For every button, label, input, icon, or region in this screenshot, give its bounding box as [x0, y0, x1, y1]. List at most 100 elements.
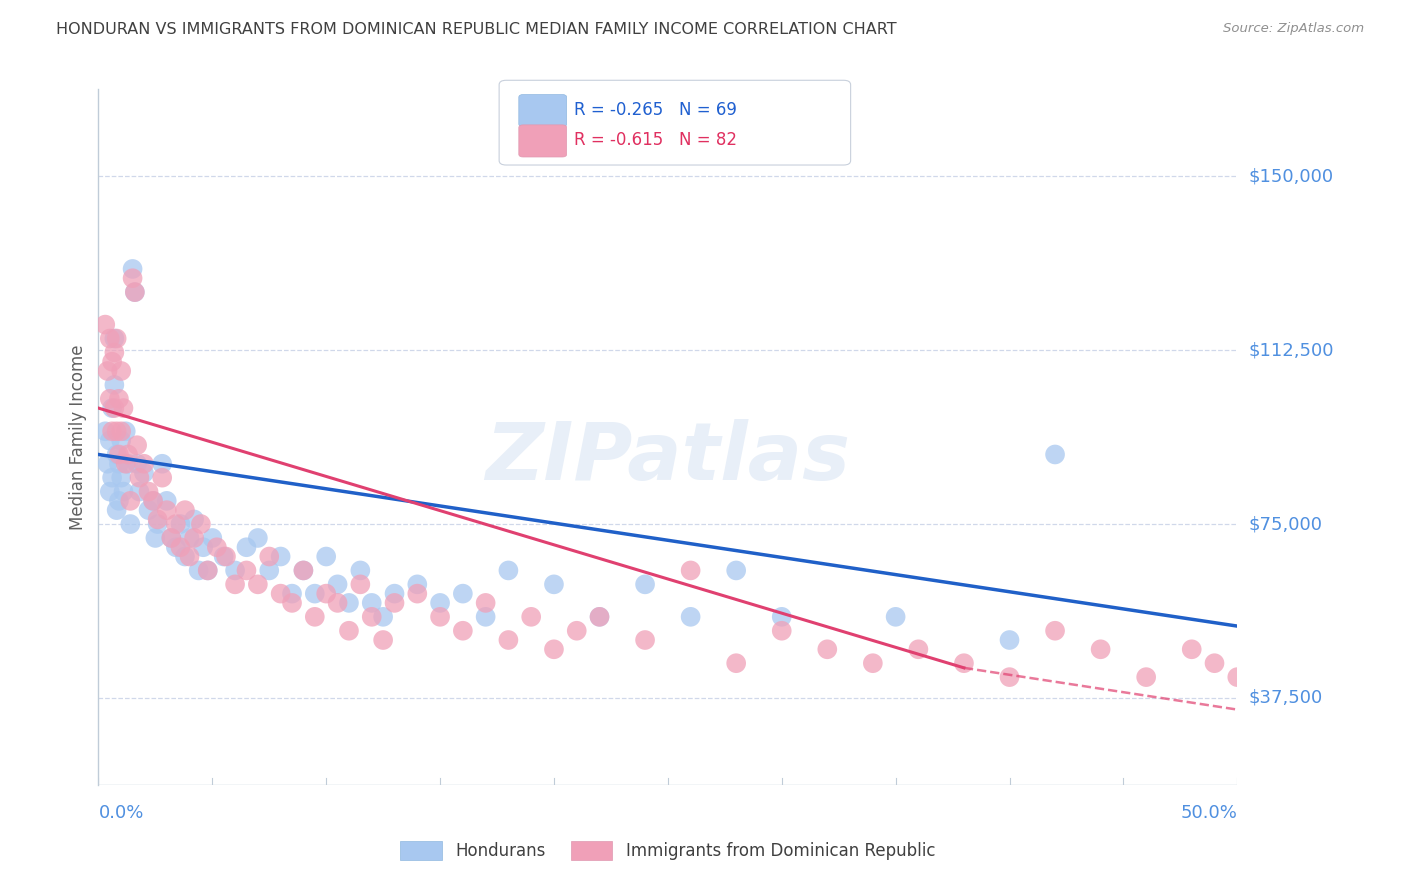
Point	[215, 549, 238, 564]
Point	[108, 447, 131, 462]
Point	[98, 484, 121, 499]
Legend: Hondurans, Immigrants from Dominican Republic: Hondurans, Immigrants from Dominican Rep…	[394, 835, 942, 867]
Point	[138, 503, 160, 517]
Point	[371, 633, 394, 648]
Point	[679, 564, 702, 578]
Point	[174, 503, 197, 517]
Point	[1090, 642, 1112, 657]
Point	[183, 512, 205, 526]
Text: HONDURAN VS IMMIGRANTS FROM DOMINICAN REPUBLIC MEDIAN FAMILY INCOME CORRELATION : HONDURAN VS IMMIGRANTS FROM DOMINICAN RE…	[56, 22, 897, 37]
Point	[110, 434, 132, 448]
Point	[179, 531, 201, 545]
Point	[103, 332, 125, 346]
Point	[349, 577, 371, 591]
Point	[270, 549, 292, 564]
Point	[108, 457, 131, 471]
Text: R = -0.615   N = 82: R = -0.615 N = 82	[574, 131, 737, 149]
Text: 0.0%: 0.0%	[98, 804, 143, 822]
Point	[360, 596, 382, 610]
Point	[543, 577, 565, 591]
Point	[108, 392, 131, 406]
Point	[1249, 689, 1271, 703]
Text: $150,000: $150,000	[1249, 167, 1333, 186]
Point	[105, 447, 128, 462]
Point	[145, 531, 167, 545]
Point	[406, 587, 429, 601]
Point	[156, 493, 179, 508]
Point	[127, 457, 149, 471]
Point	[96, 364, 118, 378]
Point	[520, 610, 543, 624]
Point	[117, 457, 139, 471]
Point	[101, 424, 124, 438]
Point	[165, 516, 187, 531]
Point	[212, 549, 235, 564]
Point	[142, 493, 165, 508]
Point	[98, 332, 121, 346]
Point	[98, 392, 121, 406]
Point	[94, 424, 117, 438]
Point	[156, 503, 179, 517]
Point	[174, 549, 197, 564]
Point	[634, 633, 657, 648]
Point	[1204, 657, 1226, 671]
Point	[128, 484, 150, 499]
Point	[1181, 642, 1204, 657]
Point	[165, 540, 187, 554]
Point	[953, 657, 976, 671]
Point	[224, 577, 246, 591]
Point	[110, 470, 132, 484]
Point	[406, 577, 429, 591]
Point	[1271, 657, 1294, 671]
Point	[725, 657, 748, 671]
Point	[1135, 670, 1157, 684]
Point	[112, 484, 135, 499]
Point	[634, 577, 657, 591]
Point	[259, 564, 281, 578]
Point	[150, 470, 173, 484]
Point	[1043, 447, 1066, 462]
Text: Source: ZipAtlas.com: Source: ZipAtlas.com	[1223, 22, 1364, 36]
Point	[105, 332, 128, 346]
Point	[884, 610, 907, 624]
Point	[183, 531, 205, 545]
Point	[543, 642, 565, 657]
Point	[270, 587, 292, 601]
Point	[197, 564, 219, 578]
Point	[907, 642, 929, 657]
Point	[114, 424, 136, 438]
Point	[169, 540, 191, 554]
Point	[224, 564, 246, 578]
Point	[498, 564, 520, 578]
Point	[190, 516, 212, 531]
Point	[101, 354, 124, 368]
Point	[281, 596, 304, 610]
Point	[98, 434, 121, 448]
Point	[292, 564, 315, 578]
Point	[120, 493, 142, 508]
Text: $37,500: $37,500	[1249, 689, 1323, 707]
Point	[128, 470, 150, 484]
Y-axis label: Median Family Income: Median Family Income	[69, 344, 87, 530]
Point	[96, 457, 118, 471]
Point	[304, 610, 326, 624]
Point	[205, 540, 228, 554]
Point	[292, 564, 315, 578]
Point	[679, 610, 702, 624]
Point	[142, 493, 165, 508]
Point	[193, 540, 215, 554]
Point	[770, 610, 793, 624]
Point	[725, 564, 748, 578]
Point	[103, 345, 125, 359]
Point	[160, 531, 183, 545]
Point	[112, 401, 135, 415]
Point	[281, 587, 304, 601]
Point	[349, 564, 371, 578]
Point	[1043, 624, 1066, 638]
Point	[315, 549, 337, 564]
Point	[588, 610, 610, 624]
Point	[110, 364, 132, 378]
Point	[1317, 670, 1340, 684]
Point	[121, 262, 143, 277]
Point	[235, 540, 257, 554]
